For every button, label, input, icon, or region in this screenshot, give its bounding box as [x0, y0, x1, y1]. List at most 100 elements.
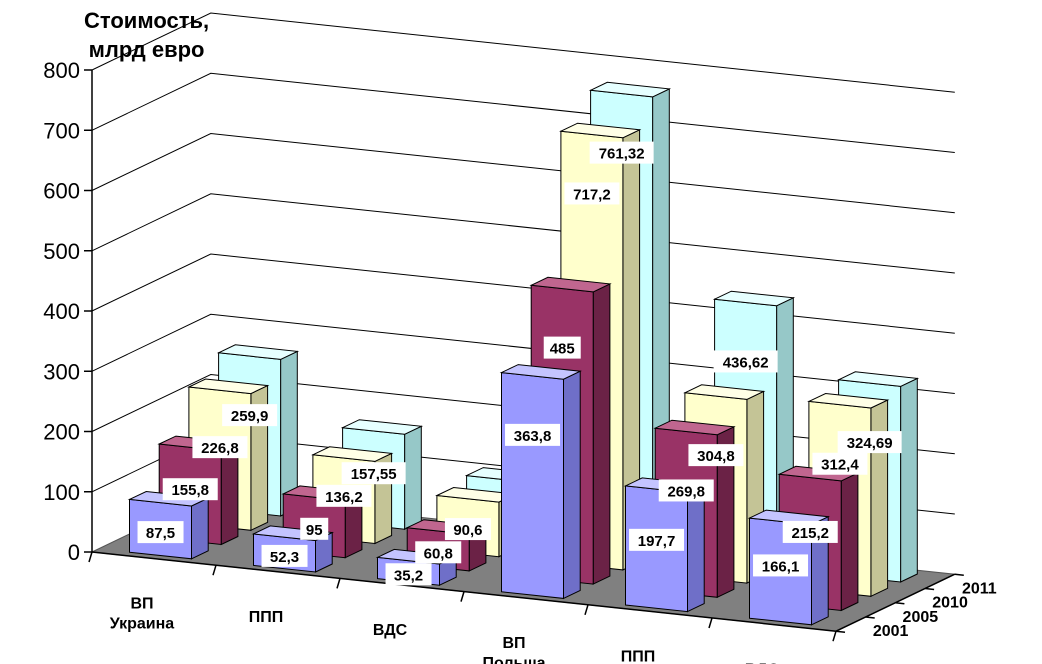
bar-top: [836, 371, 920, 387]
data-label-text: 259,9: [231, 408, 269, 425]
bar-side: [592, 283, 611, 585]
data-label-2011-3: 761,32: [589, 141, 654, 164]
data-label-bg: [341, 462, 406, 485]
data-label-text: 717,2: [573, 186, 611, 203]
data-label-2001-5: 166,1: [753, 554, 809, 577]
depth-tick-3: [925, 587, 935, 591]
data-label-text: 197,7: [638, 533, 676, 550]
bar-top: [559, 122, 642, 139]
x-tick-0: [88, 551, 93, 563]
series-label-2001: 2001: [873, 623, 909, 640]
x-category-label-0: ВП Украина: [110, 596, 175, 633]
bar-top: [499, 364, 583, 380]
x-category-label-line: ВП: [130, 596, 153, 613]
y-tick-label-500: 500: [43, 239, 80, 264]
depth-tick-4: [954, 573, 964, 576]
bar-top: [683, 384, 766, 400]
data-label-bg: [564, 182, 620, 205]
data-label-text: 226,8: [201, 440, 239, 457]
data-labels: 259,9157,55761,32436,62324,69226,8136,29…: [137, 141, 902, 586]
bar-top: [216, 344, 300, 360]
data-label-bg: [589, 141, 654, 164]
gridline-300: [91, 313, 955, 394]
bar-side: [563, 370, 581, 600]
gridline-600: [91, 132, 955, 214]
bar-2001-3: [499, 364, 583, 600]
data-label-2010-4: 304,8: [688, 444, 744, 467]
x-tick-3: [460, 591, 465, 602]
y-tick-label-300: 300: [43, 359, 80, 384]
data-label-2010-5: 312,4: [812, 452, 868, 475]
data-label-text: 363,8: [514, 428, 552, 445]
data-label-2005-5: 215,2: [782, 520, 838, 543]
data-label-2011-1: 157,55: [341, 462, 406, 485]
y-tick-label-700: 700: [43, 118, 80, 143]
axes: 0 100 200 300 400 500 600 700 800 ВП Украина ППП ВДС…: [43, 58, 996, 664]
data-label-text: 136,2: [325, 489, 363, 506]
x-category-label-line: Польша: [482, 655, 545, 664]
depth-tick-0: [835, 630, 846, 633]
y-axis-title: Стоимость, млрд евро: [84, 6, 209, 64]
y-tick-label-800: 800: [43, 58, 80, 83]
data-label-bg: [162, 478, 218, 501]
data-label-bg: [300, 517, 329, 540]
data-label-2005-4: 269,8: [658, 479, 714, 502]
data-label-bg: [837, 431, 902, 454]
data-label-text: 95: [306, 522, 323, 539]
data-label-text: 60,8: [424, 545, 453, 562]
y-tick-label-200: 200: [43, 420, 80, 445]
data-label-text: 35,2: [394, 567, 423, 584]
data-label-2011-0: 259,9: [222, 404, 278, 427]
bar-top: [187, 378, 270, 395]
data-label-bg: [415, 541, 462, 564]
data-label-text: 155,8: [171, 482, 209, 499]
data-label-2010-3: 717,2: [564, 182, 620, 205]
data-label-text: 157,55: [351, 466, 397, 483]
data-label-2005-2: 60,8: [415, 541, 462, 564]
x-category-label-5: ВДС: [745, 662, 780, 664]
data-label-2005-1: 95: [300, 517, 329, 540]
y-tick-label-0: 0: [68, 540, 80, 565]
bar-top: [340, 419, 424, 435]
x-category-label-line: ВДС: [373, 622, 408, 639]
depth-tick-2: [895, 601, 905, 605]
bar-top: [712, 290, 796, 307]
x-tick-2: [336, 578, 341, 589]
gridline-700: [91, 72, 955, 153]
data-label-bg: [629, 528, 685, 551]
bar-top: [807, 392, 890, 409]
x-category-label-line: ВДС: [745, 662, 780, 664]
bar-side: [900, 377, 918, 583]
data-label-2001-4: 197,7: [629, 528, 685, 551]
bar-side: [870, 399, 889, 598]
data-label-bg: [444, 518, 491, 541]
gridline-400: [91, 253, 955, 334]
data-label-bg: [812, 452, 868, 475]
data-label-2001-0: 87,5: [137, 521, 184, 544]
y-tick-label-600: 600: [43, 179, 80, 204]
data-label-text: 324,69: [847, 435, 893, 452]
data-label-2010-2: 90,6: [444, 518, 491, 541]
data-label-text: 52,3: [270, 549, 299, 566]
data-label-bg: [658, 479, 714, 502]
y-tick-label-100: 100: [43, 480, 80, 505]
gridline-800: [91, 12, 955, 93]
x-category-label-line: ППП: [249, 609, 284, 626]
bar-top: [529, 276, 612, 293]
series-label-2010: 2010: [932, 595, 968, 612]
y-axis-title-line-2: млрд евро: [88, 37, 205, 62]
data-label-bg: [505, 423, 561, 446]
data-label-2001-3: 363,8: [505, 423, 561, 446]
data-label-2010-0: 226,8: [192, 436, 248, 459]
data-label-bg: [688, 444, 744, 467]
data-label-text: 90,6: [453, 522, 482, 539]
data-label-bg: [137, 521, 184, 544]
series-label-2011: 2011: [962, 580, 997, 597]
series-label-2005: 2005: [903, 609, 939, 626]
data-label-2005-0: 155,8: [162, 478, 218, 501]
x-category-label-3: ВП Польша: [482, 635, 545, 664]
y-axis-title-line-1: Стоимость,: [84, 8, 210, 33]
gridline-500: [91, 193, 955, 274]
x-category-label-line: ППП: [621, 648, 656, 664]
